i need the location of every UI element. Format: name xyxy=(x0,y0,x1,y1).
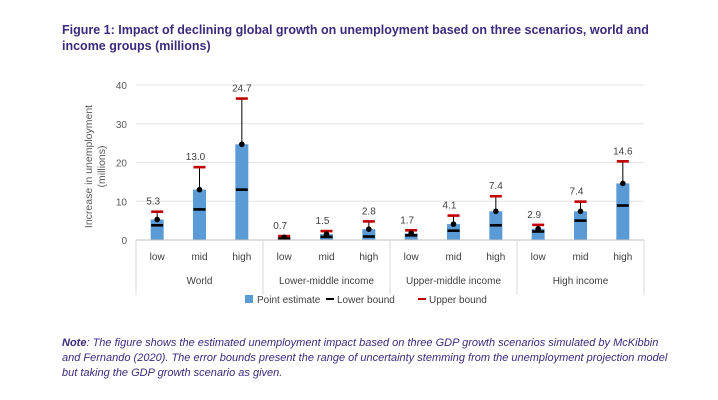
bar-3-0 xyxy=(531,228,545,240)
point-marker xyxy=(366,226,372,232)
group-label: Upper-middle income xyxy=(406,276,501,287)
bar-2-0 xyxy=(404,233,418,240)
y-tick-label: 20 xyxy=(116,159,128,170)
point-marker xyxy=(408,230,414,237)
legend-label-point: Point estimate xyxy=(257,295,321,306)
error-bounds: 5.3 13.0 24.7 0.7 1.5 2.8 1.7 4.1 7.4 2.9 7.4 14.6 xyxy=(146,84,633,241)
data-label: 5.3 xyxy=(146,197,160,208)
point-marker xyxy=(493,208,499,215)
x-tick-label: high xyxy=(232,252,251,263)
bars xyxy=(150,144,630,240)
x-tick-label: high xyxy=(359,252,378,263)
point-marker xyxy=(450,221,457,227)
point-marker xyxy=(535,225,541,232)
data-label: 13.0 xyxy=(186,152,206,163)
bar-3-2 xyxy=(616,183,630,240)
x-tick-label: mid xyxy=(445,252,461,263)
x-tick-label: mid xyxy=(191,252,207,263)
bar-1-2 xyxy=(362,229,376,240)
bar-0-1 xyxy=(193,189,206,240)
y-axis-label-line: Increase in unemployment xyxy=(83,105,95,228)
data-label: 1.5 xyxy=(316,216,330,227)
bar-3-1 xyxy=(574,211,587,240)
x-tick-label: high xyxy=(613,252,632,263)
legend-label-upper: Upper bound xyxy=(429,295,487,306)
data-label: 4.1 xyxy=(443,201,457,212)
x-tick-label: low xyxy=(531,252,547,263)
bar-0-2 xyxy=(235,144,249,240)
data-label: 0.7 xyxy=(273,221,287,232)
note-text: : The figure shows the estimated unemplo… xyxy=(62,337,668,379)
bar-2-1 xyxy=(447,224,460,240)
y-tick-label: 30 xyxy=(116,120,128,131)
group-label: High income xyxy=(553,276,609,287)
group-label: World xyxy=(187,276,213,287)
y-tick-label: 40 xyxy=(116,81,128,92)
data-label: 7.4 xyxy=(570,187,584,198)
y-tick-label: 10 xyxy=(116,197,128,208)
x-tick-label: high xyxy=(486,252,505,263)
x-tick-label: mid xyxy=(572,252,588,263)
note-label: Note xyxy=(62,337,87,349)
data-label: 14.6 xyxy=(613,146,633,157)
point-marker xyxy=(239,141,245,148)
legend: Point estimate Lower bound Upper bound xyxy=(245,295,487,306)
chart-note: Note: The figure shows the estimated une… xyxy=(62,336,672,381)
point-marker xyxy=(620,180,626,187)
y-tick-label: 0 xyxy=(121,236,127,247)
point-marker xyxy=(577,208,584,215)
x-tick-label: low xyxy=(150,252,166,263)
point-marker xyxy=(154,216,160,223)
data-label: 7.4 xyxy=(489,181,503,192)
y-axis-label: Increase in unemployment(millions) xyxy=(83,105,108,228)
data-label: 24.7 xyxy=(232,84,252,95)
y-axis: 0 10 20 30 40 Increase in unemployment(millio… xyxy=(83,81,127,247)
data-label: 2.8 xyxy=(362,206,376,217)
x-tick-label: low xyxy=(277,252,293,263)
legend-swatch-point xyxy=(245,295,253,303)
group-label: Lower-middle income xyxy=(279,276,374,287)
y-axis-label-line: (millions) xyxy=(96,146,108,188)
gridlines xyxy=(136,84,644,241)
point-marker xyxy=(196,186,203,193)
legend-label-lower: Lower bound xyxy=(337,295,395,306)
bar-0-0 xyxy=(150,219,164,240)
chart-title: Figure 1: Impact of declining global gro… xyxy=(62,23,649,53)
x-axis: low mid high World low mid high Lower-middle in… xyxy=(135,239,645,295)
point-marker xyxy=(281,234,287,241)
x-tick-label: mid xyxy=(318,252,334,263)
data-label: 2.9 xyxy=(527,210,541,221)
chart: 0 10 20 30 40 Increase in unemployment(millio… xyxy=(83,81,645,306)
point-marker xyxy=(323,231,330,237)
x-tick-label: low xyxy=(404,252,420,263)
data-label: 1.7 xyxy=(400,215,414,226)
